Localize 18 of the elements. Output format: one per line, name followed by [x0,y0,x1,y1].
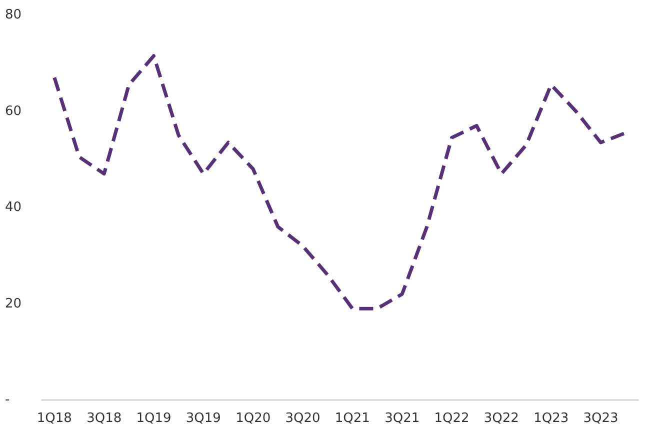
x-tick-label: 3Q23 [583,411,618,426]
x-tick-label: 1Q23 [534,411,569,426]
x-tick-label: 3Q18 [86,411,122,426]
x-tick-label: 3Q21 [384,411,420,426]
y-tick-label: - [5,392,10,408]
x-tick-label: 3Q22 [484,411,519,426]
y-tick-label: 20 [5,296,22,312]
x-tick-label: 1Q19 [136,411,172,426]
y-tick-label: 40 [5,200,22,215]
x-tick-label: 1Q22 [434,411,470,426]
y-tick-label: 60 [5,104,22,119]
x-tick-label: 3Q20 [285,411,320,426]
y-tick-label: 80 [5,8,22,22]
line-series [52,54,628,310]
x-tick-label: 1Q18 [36,411,72,426]
x-tick-label: 3Q19 [186,411,221,426]
x-tick-label: 1Q21 [334,411,370,426]
x-tick-label: 1Q20 [236,411,271,426]
